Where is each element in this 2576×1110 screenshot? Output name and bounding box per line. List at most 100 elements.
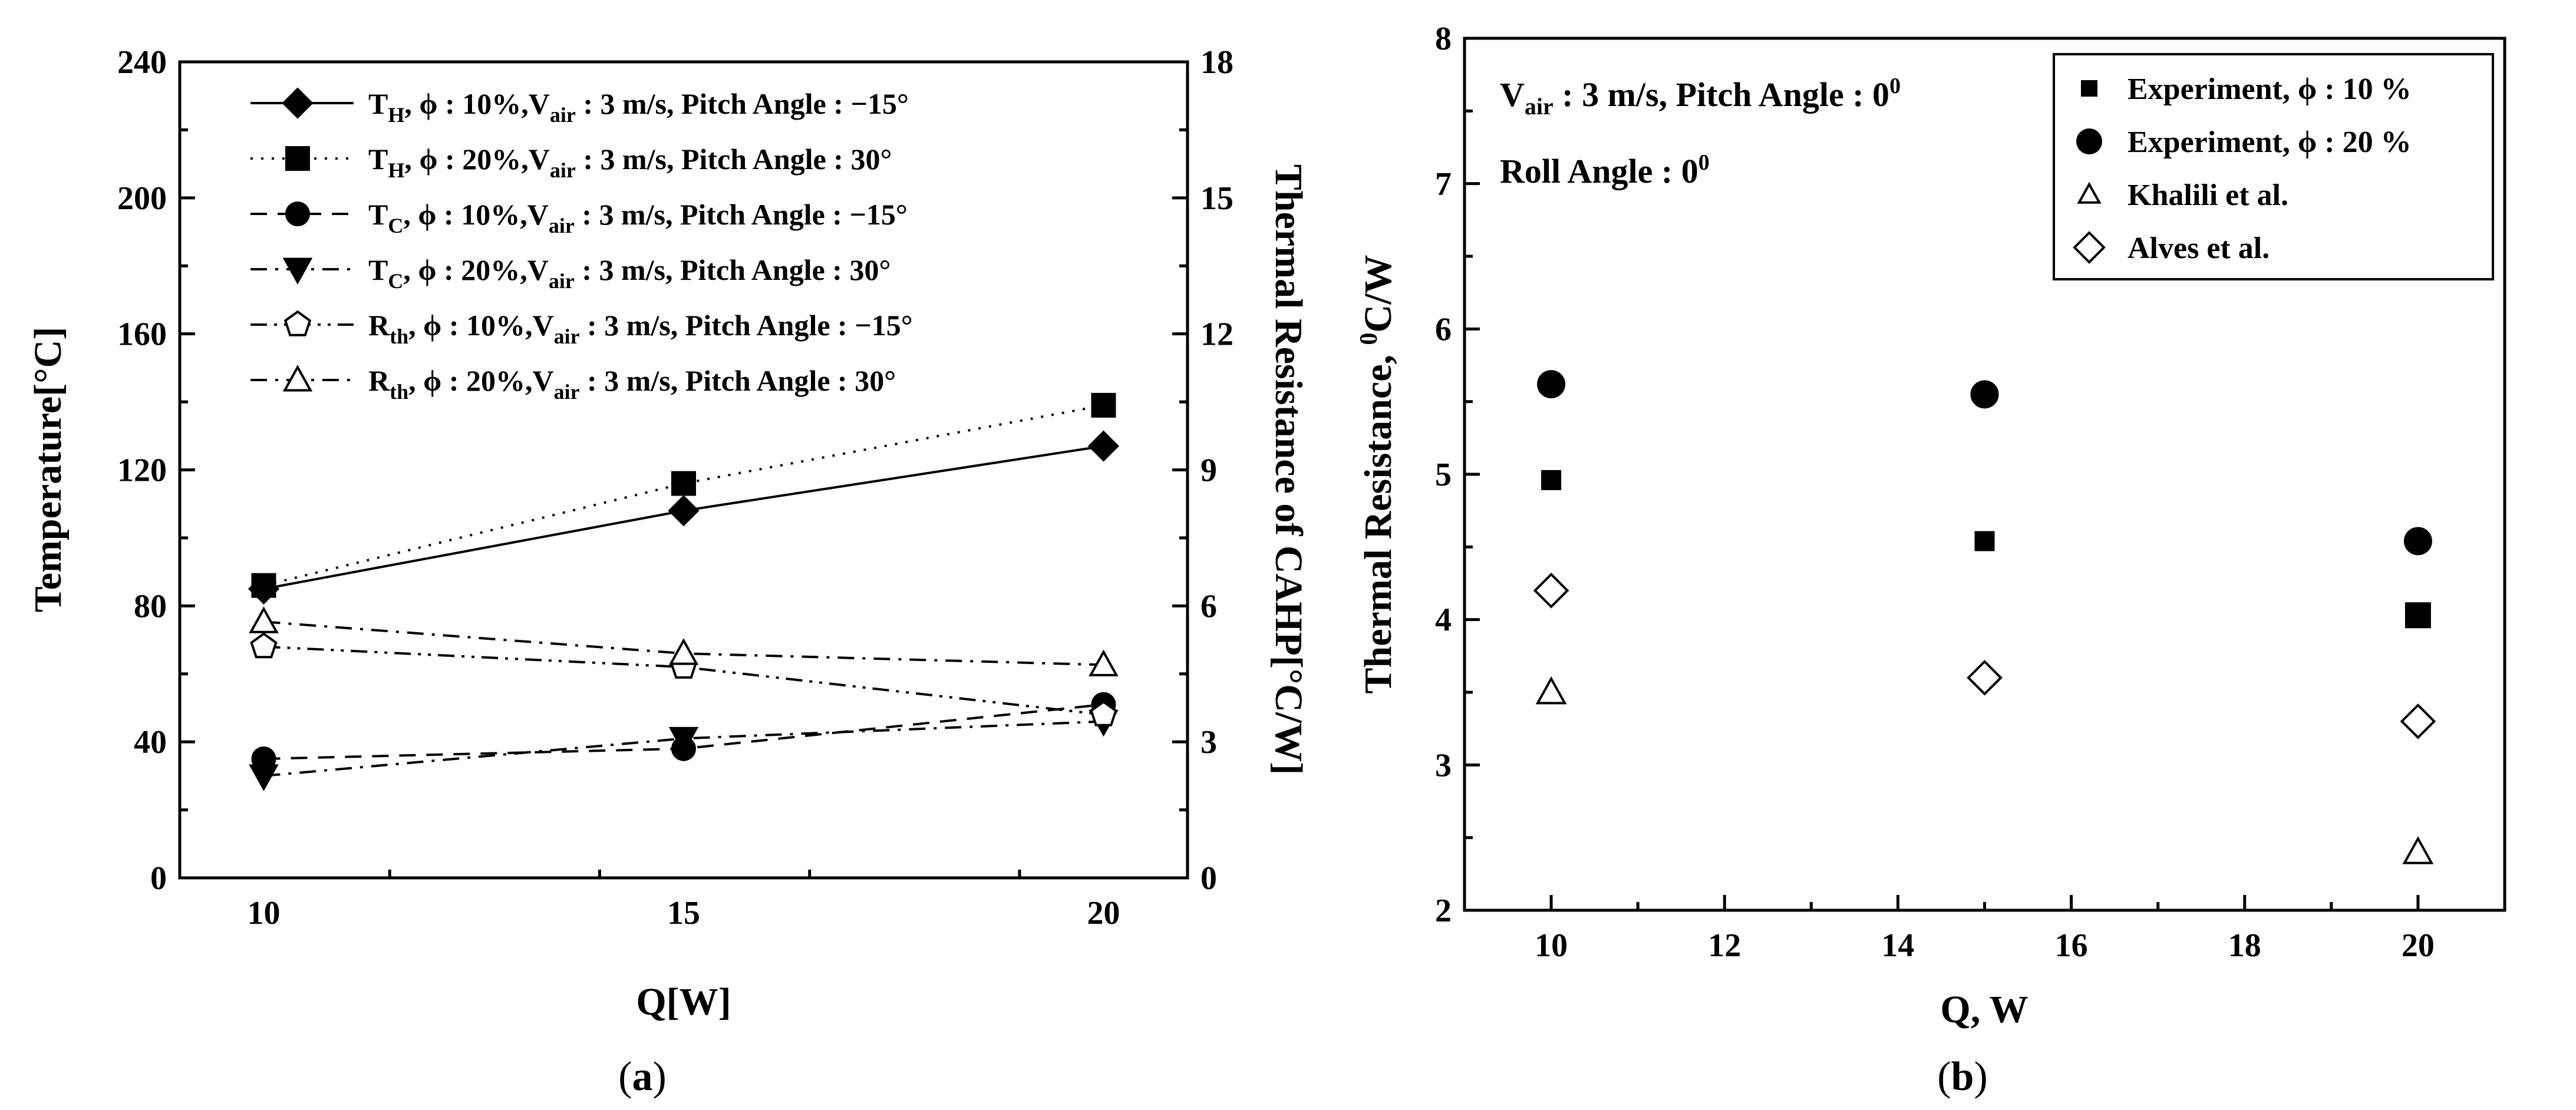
series-1-point xyxy=(671,471,696,496)
b-legend-label-3: Alves et al. xyxy=(2128,232,2270,265)
y-right-tick-label: 15 xyxy=(1200,180,1233,217)
b-x-tick-label: 10 xyxy=(1535,927,1568,964)
panel-b-ticks: 10 12 14 16 18 20 2 3 4 5 6 7 8 xyxy=(1435,21,2435,964)
b-x-tick-label: 14 xyxy=(1881,927,1914,964)
b-series-2-point xyxy=(1535,676,1567,705)
b-series-1-point xyxy=(1537,370,1566,399)
x-tick-label: 10 xyxy=(248,895,281,931)
series-3-point xyxy=(249,764,279,791)
b-series-3-point xyxy=(1967,660,2003,696)
series-0-point xyxy=(668,495,700,527)
legend-label-0: TH, ϕ : 10%,Vair : 3 m/s, Pitch Angle : … xyxy=(368,87,909,127)
y-right-tick-label: 12 xyxy=(1200,316,1233,353)
panel-b-caption: (b) xyxy=(1937,1054,1988,1099)
legend-tail: : 3 m/s, Pitch Angle : 30° xyxy=(576,143,892,176)
b-legend-marker-1 xyxy=(2076,128,2102,154)
b-series-0-point xyxy=(2405,602,2431,629)
panel-b-series xyxy=(1533,370,2436,864)
legend-rest: , ϕ : 10%,V xyxy=(404,87,549,120)
b-legend-label-2: Khalili et al. xyxy=(2128,179,2288,212)
legend-sub2: air xyxy=(550,103,576,127)
legend-sub: H xyxy=(388,103,404,127)
b-legend-marker-0 xyxy=(2081,80,2097,97)
b-y-tick-label: 2 xyxy=(1435,893,1452,929)
legend-tail: : 3 m/s, Pitch Angle : −15° xyxy=(575,198,908,231)
b-y-tick-label: 6 xyxy=(1435,311,1452,348)
b-legend-label-0: Experiment, ϕ : 10 % xyxy=(2128,72,2412,106)
panel-a-legend: TH, ϕ : 10%,Vair : 3 m/s, Pitch Angle : … xyxy=(250,87,913,404)
b-series-3-point xyxy=(1533,573,1569,609)
panel-a-x-axis-label: Q[W] xyxy=(636,980,731,1023)
b-ylabel-sup: 0 xyxy=(1355,332,1383,345)
b-series-0-point xyxy=(1974,531,1995,551)
annot-v-sub: air xyxy=(1525,93,1553,120)
legend-sub2: air xyxy=(554,380,580,404)
b-ylabel-tail: C/W xyxy=(1357,255,1400,332)
series-4-point xyxy=(250,632,278,659)
legend-tail: : 3 m/s, Pitch Angle : 30° xyxy=(575,253,891,286)
b-x-tick-label: 16 xyxy=(2055,927,2088,964)
series-5-point xyxy=(249,606,279,633)
legend-sym: T xyxy=(368,253,388,286)
legend-marker-5 xyxy=(282,365,313,392)
b-y-tick-label: 5 xyxy=(1435,457,1452,493)
panel-a-left-y-axis-label: Temperature[°C] xyxy=(27,327,70,613)
y-left-tick-label: 160 xyxy=(117,316,167,353)
legend-tail: : 3 m/s, Pitch Angle : −15° xyxy=(576,87,909,120)
b-x-tick-label: 18 xyxy=(2228,927,2261,964)
annot2-sup: 0 xyxy=(1698,150,1710,175)
b-x-tick-label: 20 xyxy=(2402,927,2435,964)
legend-label-4: Rth, ϕ : 10%,Vair : 3 m/s, Pitch Angle :… xyxy=(368,309,913,348)
legend-rest: , ϕ : 20%,V xyxy=(403,253,548,286)
series-1-point xyxy=(1091,392,1116,418)
panel-a-caption: (a) xyxy=(618,1054,667,1099)
b-y-tick-label: 7 xyxy=(1435,166,1452,203)
legend-label-5: Rth, ϕ : 20%,Vair : 3 m/s, Pitch Angle :… xyxy=(368,364,896,404)
legend-tail: : 3 m/s, Pitch Angle : −15° xyxy=(580,309,913,342)
y-right-tick-label: 18 xyxy=(1200,44,1233,81)
legend-sym: T xyxy=(368,87,388,120)
series-5-point xyxy=(1089,649,1119,676)
legend-sub: th xyxy=(390,380,408,404)
y-left-tick-label: 120 xyxy=(117,452,167,489)
b-legend-marker-2 xyxy=(2077,181,2102,204)
panel-a-caption-letter: a xyxy=(632,1054,653,1099)
annot-sup: 0 xyxy=(1889,74,1901,98)
legend-marker-2 xyxy=(285,201,310,226)
y-left-tick-label: 40 xyxy=(134,724,167,761)
b-x-tick-label: 12 xyxy=(1708,927,1741,964)
panel-b-x-axis-label: Q, W xyxy=(1940,988,2028,1031)
legend-marker-3 xyxy=(282,257,313,285)
panel-a-series xyxy=(248,392,1120,791)
x-tick-label: 15 xyxy=(667,895,700,931)
y-left-tick-label: 0 xyxy=(150,860,167,897)
b-series-1-point xyxy=(1970,380,1999,409)
legend-sub2: air xyxy=(550,158,576,182)
panel-b-caption-letter: b xyxy=(1951,1054,1974,1099)
panel-b-annotation-roll: Roll Angle : 00 xyxy=(1500,150,1710,190)
legend-marker-0 xyxy=(282,87,314,119)
legend-sub: th xyxy=(390,325,408,348)
b-series-2-point xyxy=(2402,836,2434,864)
legend-sub: H xyxy=(388,158,404,182)
panel-b-legend: Experiment, ϕ : 10 % Experiment, ϕ : 20 %… xyxy=(2053,53,2494,280)
series-1-point xyxy=(251,573,276,598)
panel-b-y-axis-label: Thermal Resistance, 0C/W xyxy=(1355,255,1400,693)
b-legend-marker-3 xyxy=(2073,231,2106,264)
series-3-point xyxy=(668,726,699,754)
y-right-tick-label: 0 xyxy=(1200,860,1217,897)
y-left-tick-label: 80 xyxy=(134,588,167,625)
b-y-tick-label: 3 xyxy=(1435,747,1452,784)
panel-b: 10 12 14 16 18 20 2 3 4 5 6 7 8 Experiment, ϕ : 10 %… xyxy=(1355,21,2506,1099)
b-series-3-point xyxy=(2400,703,2436,739)
y-left-tick-label: 200 xyxy=(117,180,167,217)
b-legend-label-1: Experiment, ϕ : 20 % xyxy=(2128,125,2412,159)
legend-sym: R xyxy=(368,309,390,342)
legend-label-1: TH, ϕ : 20%,Vair : 3 m/s, Pitch Angle : … xyxy=(368,143,892,182)
legend-sub2: air xyxy=(549,269,575,293)
legend-rest: , ϕ : 20%,V xyxy=(404,143,549,176)
panel-b-annotation-conditions: Vair : 3 m/s, Pitch Angle : 00 xyxy=(1500,74,1901,120)
